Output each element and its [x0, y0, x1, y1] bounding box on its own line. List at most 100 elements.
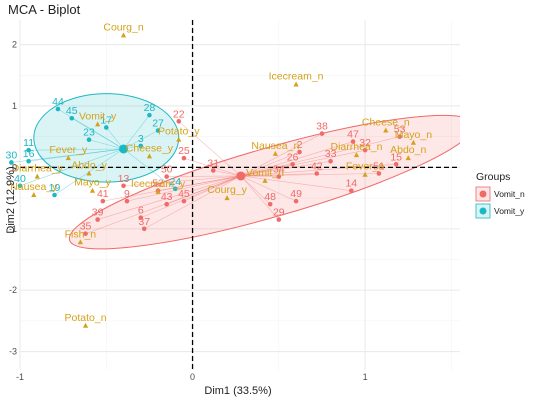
variable-label-nausea-n: Nausea_n [251, 140, 299, 152]
point-label-45: 45 [66, 105, 78, 117]
point-label-43: 43 [161, 191, 173, 203]
variable-marker-fever-n [362, 171, 368, 177]
point-2 [297, 149, 302, 155]
centroid-link [157, 175, 241, 191]
centroid-link [240, 160, 331, 177]
point-30 [9, 160, 14, 165]
variable-label-potato-n: Potato_n [65, 312, 107, 324]
variable-marker-diarrhea-n [353, 152, 360, 158]
centroid-link [57, 108, 124, 150]
point-37 [141, 226, 147, 232]
variable-label-nausea-y: Nausea_y [10, 181, 58, 193]
chart-title: MCA - Biplot [8, 2, 81, 17]
x-tick-label: 1 [363, 372, 368, 382]
centroid-link [240, 133, 323, 177]
point-label-37: 37 [138, 216, 150, 228]
point-label-15: 15 [390, 151, 402, 163]
point-label-42: 42 [311, 161, 323, 173]
centroid-link [28, 148, 124, 151]
variable-label-fish-n: Fish_n [65, 228, 97, 240]
legend-marker-vomit-y [479, 207, 487, 215]
point-19 [52, 192, 57, 198]
point-28 [147, 112, 152, 118]
variable-label-potato-y: Potato_y [158, 126, 200, 138]
point-label-22: 22 [173, 108, 185, 120]
point-label-3: 3 [138, 133, 144, 145]
point-45 [181, 198, 187, 204]
point-32 [362, 147, 368, 153]
point-26 [290, 161, 295, 167]
centroid-link [166, 175, 241, 177]
variable-label-fever-n: Fever_n [346, 161, 385, 173]
point-49 [293, 198, 299, 204]
point-39 [95, 217, 100, 222]
variable-label-mayo-y: Mayo_y [74, 177, 112, 189]
centroid-vomit-n [236, 171, 246, 181]
point-label-33: 33 [325, 148, 337, 160]
y-tick-label: 2 [12, 40, 17, 50]
point-40 [17, 183, 23, 189]
point-label-26: 26 [287, 151, 299, 163]
point-label-45: 45 [178, 188, 190, 200]
point-label-9: 9 [124, 188, 130, 200]
point-label-28: 28 [144, 102, 156, 114]
point-29 [276, 217, 282, 222]
variable-label-courg-n: Courg_n [103, 21, 143, 33]
point-label-2: 2 [297, 139, 303, 151]
point-17 [103, 125, 109, 130]
point-13 [121, 183, 126, 189]
centroid-vomit-y [119, 144, 129, 154]
variable-marker-diarrhea-y [34, 173, 40, 179]
centroid-link [88, 139, 124, 150]
variable-marker-nausea-n [272, 150, 278, 156]
point-label-38: 38 [316, 121, 328, 133]
centroid-link [183, 175, 241, 202]
axes: -1 0 1 -3 -2 -1 0 1 2 [9, 40, 368, 382]
point-38 [319, 131, 325, 136]
point-label-50: 50 [161, 164, 173, 176]
centroid-link [240, 163, 397, 177]
plot-grid [19, 20, 460, 370]
variable-marker-fever-y [65, 155, 71, 161]
centroid-link [123, 148, 176, 190]
y-tick-label: 0 [12, 162, 17, 172]
point-label-6: 6 [138, 205, 144, 217]
centroid-link [183, 157, 241, 177]
centroid-link [144, 175, 242, 230]
point-35 [83, 231, 88, 236]
point-45 [69, 115, 75, 121]
centroid-link [240, 175, 271, 205]
variable-label-cheese-y: Cheese_y [126, 142, 174, 154]
point-3 [138, 143, 144, 149]
variable-marker-vomit-n [262, 177, 268, 183]
legend-label-vomit-n: Vomit_n [494, 189, 525, 199]
point-label-23: 23 [83, 127, 95, 139]
ellipse-vomit-n [68, 114, 460, 250]
point-42 [314, 171, 320, 176]
point-43 [164, 201, 169, 207]
point-label-49: 49 [290, 188, 302, 200]
point-label-32: 32 [359, 137, 371, 149]
centroid-link [240, 136, 400, 177]
point-label-11: 11 [23, 137, 34, 149]
centroid-link [97, 175, 241, 220]
point-label-35: 35 [80, 221, 92, 233]
y-tick-label: -1 [9, 224, 17, 234]
point-44 [55, 106, 61, 112]
point-label-17: 17 [100, 114, 112, 126]
centroid-link [240, 164, 293, 177]
variable-label-abdo-y: Abdo_y [71, 160, 107, 172]
variable-marker-fish-n [77, 239, 83, 245]
variable-label-icecream-y: Icecream_y [131, 178, 186, 190]
point-22 [176, 119, 182, 124]
x-tick-label: 0 [190, 372, 195, 382]
variable-label-vomit-y: Vomit_y [79, 110, 117, 122]
point-label-25: 25 [178, 145, 190, 157]
point-53 [397, 134, 402, 139]
point-label-14: 14 [345, 178, 357, 190]
point-label-51: 51 [373, 161, 385, 173]
variable-marker-mayo-n [410, 139, 417, 145]
centroid-link [123, 114, 150, 150]
